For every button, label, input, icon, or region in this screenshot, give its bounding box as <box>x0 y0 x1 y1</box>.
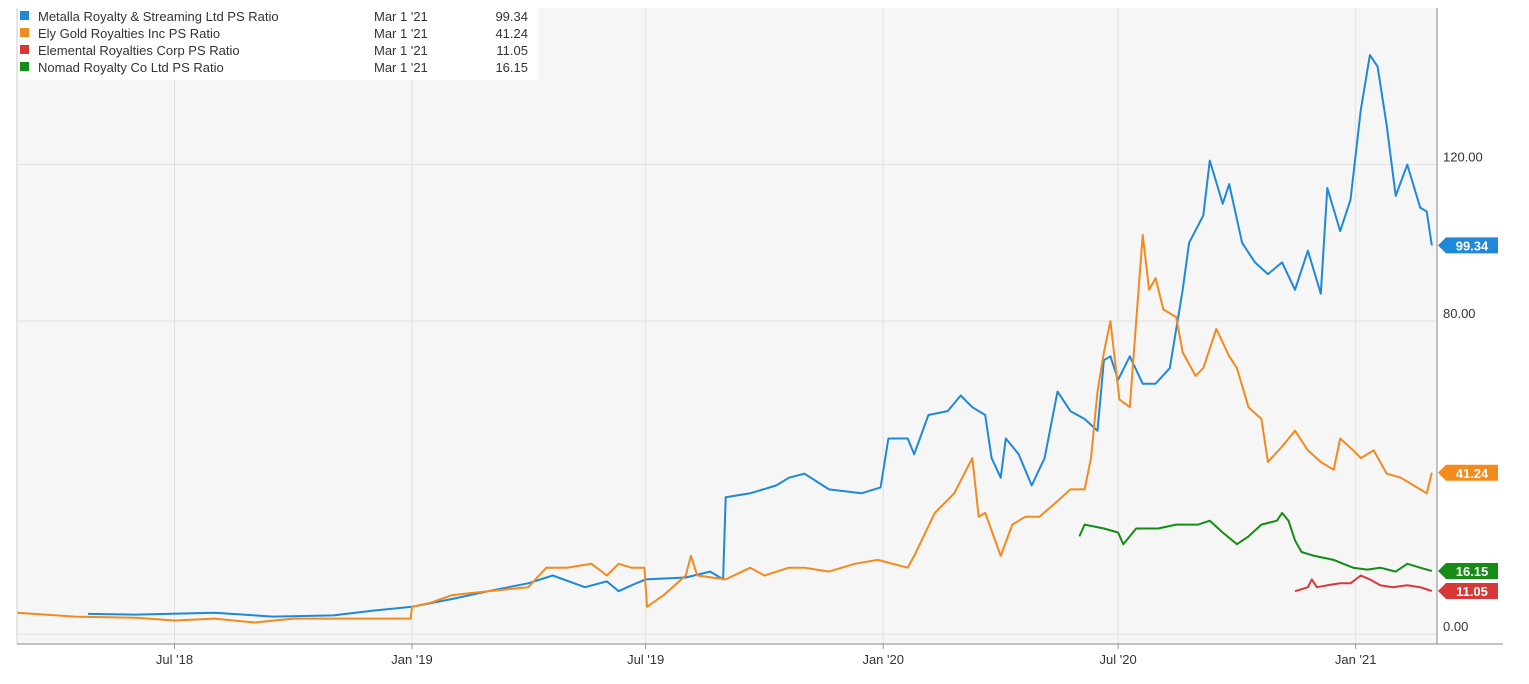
legend-swatch-elemental <box>20 45 29 54</box>
badge-shape <box>1438 464 1498 481</box>
series-lines <box>16 54 1433 624</box>
legend-series-name: Metalla Royalty & Streaming Ltd PS Ratio <box>38 9 279 24</box>
legend-series-date: Mar 1 '21 <box>374 9 428 24</box>
legend-row-elemental: Elemental Royalties Corp PS Ratio Mar 1 … <box>18 42 538 59</box>
legend-row-nomad: Nomad Royalty Co Ltd PS Ratio Mar 1 '21 … <box>18 59 538 76</box>
x-tick-label: Jul '18 <box>156 652 193 667</box>
legend-series-name: Elemental Royalties Corp PS Ratio <box>38 43 240 58</box>
legend-row-metalla: Metalla Royalty & Streaming Ltd PS Ratio… <box>18 8 538 25</box>
legend-series-date: Mar 1 '21 <box>374 43 428 58</box>
y-tick-label: 120.00 <box>1443 150 1483 165</box>
badge-shape <box>1438 582 1498 599</box>
badge-label: 99.34 <box>1456 238 1489 253</box>
plot-background <box>17 8 1437 644</box>
last-value-badge-metalla: 99.34 <box>1438 237 1498 254</box>
series-line-ely-gold <box>16 234 1433 624</box>
legend-series-date: Mar 1 '21 <box>374 60 428 75</box>
y-tick-label: 80.00 <box>1443 306 1476 321</box>
y-tick-label: 0.00 <box>1443 619 1468 634</box>
x-tick-label: Jul '19 <box>627 652 664 667</box>
legend-series-value: 16.15 <box>495 60 528 75</box>
legend-row-ely-gold: Ely Gold Royalties Inc PS Ratio Mar 1 '2… <box>18 25 538 42</box>
badge-label: 11.05 <box>1456 584 1488 599</box>
series-line-nomad <box>1078 511 1433 573</box>
legend-swatch-ely-gold <box>20 28 29 37</box>
badge-shape <box>1438 563 1498 580</box>
legend-series-value: 41.24 <box>495 26 528 41</box>
x-tick-label: Jan '19 <box>391 652 433 667</box>
legend-series-date: Mar 1 '21 <box>374 26 428 41</box>
series-line-elemental <box>1294 574 1433 593</box>
badge-shape <box>1438 237 1498 254</box>
x-tick-label: Jan '20 <box>862 652 904 667</box>
grid-lines <box>17 8 1437 644</box>
chart-legend: Metalla Royalty & Streaming Ltd PS Ratio… <box>18 8 538 80</box>
legend-swatch-nomad <box>20 62 29 71</box>
legend-series-value: 99.34 <box>495 9 528 24</box>
last-value-badge-ely-gold: 41.24 <box>1438 464 1498 481</box>
legend-swatch-metalla <box>20 11 29 20</box>
legend-series-name: Ely Gold Royalties Inc PS Ratio <box>38 26 221 41</box>
last-value-badges: 99.34 41.24 11.05 16.15 <box>1438 237 1498 599</box>
badge-label: 41.24 <box>1456 466 1489 481</box>
last-value-badge-elemental: 11.05 <box>1438 582 1498 599</box>
last-value-badge-nomad: 16.15 <box>1438 563 1498 580</box>
x-tick-label: Jul '20 <box>1100 652 1137 667</box>
legend-series-name: Nomad Royalty Co Ltd PS Ratio <box>38 60 224 75</box>
badge-label: 16.15 <box>1456 564 1489 579</box>
axes: 0.00 80.00 120.00 Jul '18 Jan '19 Jul '19 Jan … <box>16 8 1503 667</box>
legend-series-value: 11.05 <box>496 43 528 58</box>
series-line-metalla <box>87 54 1433 618</box>
x-tick-label: Jan '21 <box>1335 652 1377 667</box>
